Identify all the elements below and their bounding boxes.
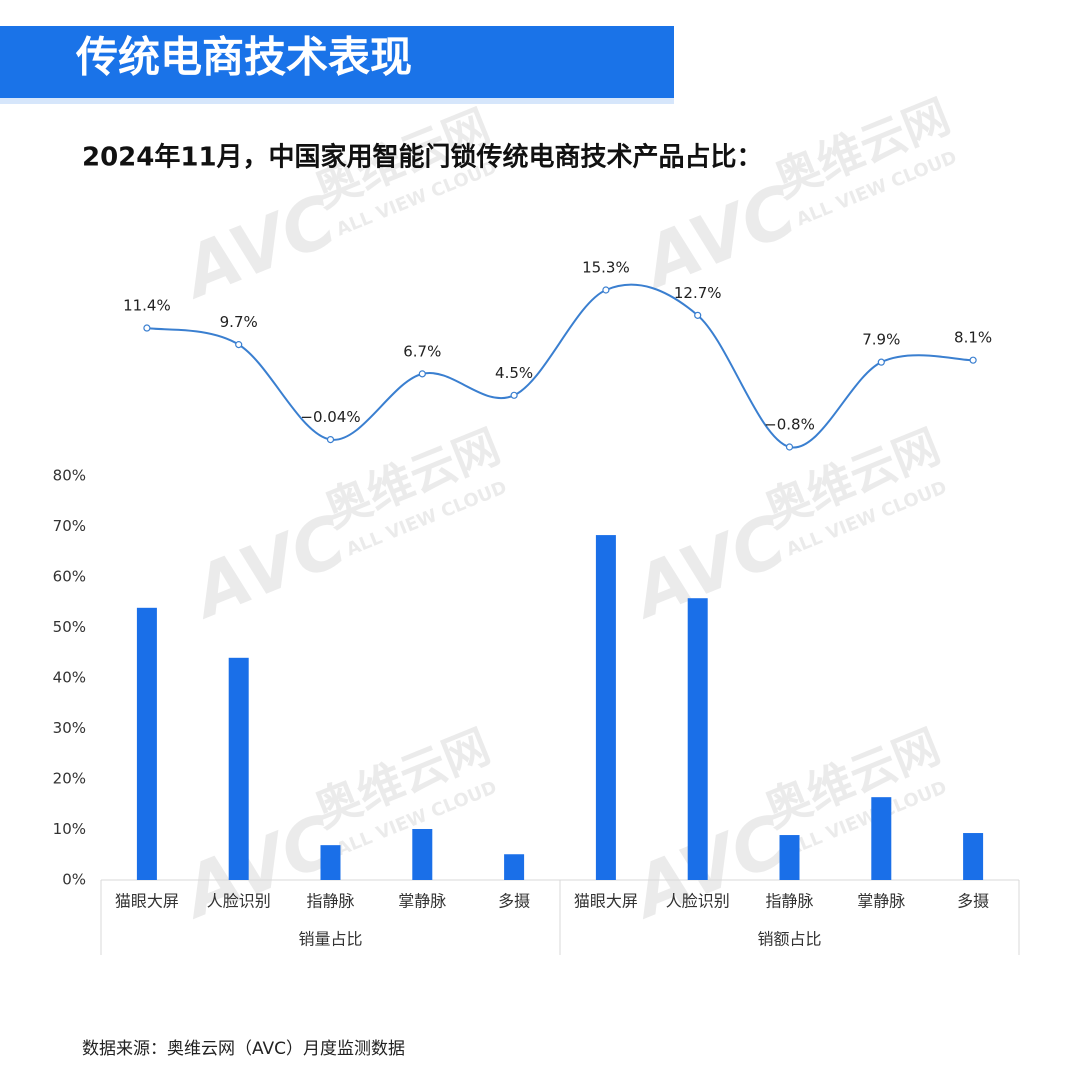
title-banner [0,26,674,98]
title-banner-shadow [0,98,674,104]
y-tick-label: 60% [53,568,86,586]
line-point [877,358,885,366]
group-label: 销量占比 [298,930,362,949]
y-tick-label: 80% [53,467,86,485]
data-label: −0.04% [300,408,360,426]
line-point [418,370,426,378]
bar [871,797,892,880]
line-point [143,324,151,332]
data-label: 8.1% [954,329,992,347]
bar [412,828,433,880]
data-label: 9.7% [220,313,258,331]
x-tick-label: 掌静脉 [857,892,905,911]
bar [228,657,249,880]
x-tick-label: 多摄 [498,892,530,911]
line-point [235,341,243,349]
bar [136,607,157,880]
y-tick-label: 70% [53,517,86,535]
x-tick-label: 多摄 [957,892,989,911]
y-tick-label: 0% [62,871,86,889]
x-tick-label: 掌静脉 [398,892,446,911]
data-label: 12.7% [674,284,722,302]
bar [595,535,616,880]
group-label: 销额占比 [757,930,821,949]
data-label: 11.4% [123,297,171,315]
line-point [969,356,977,364]
line [146,283,974,449]
data-label: 7.9% [862,331,900,349]
source: 数据来源：奥维云网（AVC）月度监测数据 [82,1039,405,1059]
data-label: 6.7% [403,342,441,360]
x-tick-label: 猫眼大屏 [115,892,179,911]
y-tick-label: 10% [53,820,86,838]
subtitle: 2024年11月，中国家用智能门锁传统电商技术产品占比： [82,142,763,173]
y-tick-label: 50% [53,618,86,636]
line-point [602,286,610,294]
y-tick-label: 30% [53,719,86,737]
bar [320,845,341,880]
x-tick-label: 人脸识别 [666,892,730,911]
line-point [785,443,794,451]
x-tick-label: 人脸识别 [207,892,271,911]
data-label: 4.5% [495,364,533,382]
line-point [694,311,702,319]
x-tick-label: 猫眼大屏 [574,892,638,911]
line-point [510,391,518,399]
page-title: 传统电商技术表现 [75,33,412,82]
line-point [326,435,335,444]
bar [963,833,984,880]
bar [504,854,525,880]
y-tick-label: 20% [53,770,86,788]
bar [779,835,800,880]
data-label: −0.8% [764,416,815,434]
bar [687,598,708,880]
x-tick-label: 指静脉 [765,892,813,911]
x-tick-label: 指静脉 [306,892,354,911]
y-tick-label: 40% [53,669,86,687]
data-label: 15.3% [582,259,630,277]
